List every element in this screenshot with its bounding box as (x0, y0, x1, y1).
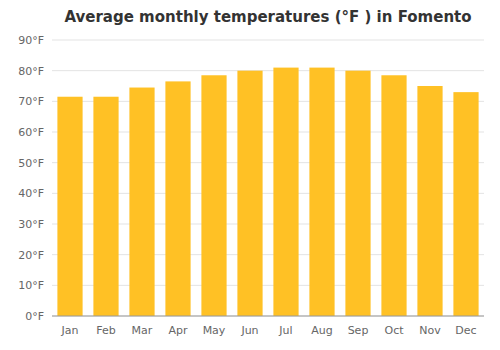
x-tick-label: Nov (419, 324, 441, 337)
bars (57, 68, 478, 316)
x-tick-label: Apr (168, 324, 188, 337)
bar (453, 92, 478, 316)
y-tick-label: 50°F (18, 157, 44, 170)
x-tick-label: Mar (132, 324, 153, 337)
title: Average monthly temperatures (°F ) in Fo… (64, 8, 471, 26)
grid-line (52, 70, 484, 71)
x-tick-label: May (203, 324, 226, 337)
y-tick-label: 80°F (18, 65, 44, 78)
y-tick-label: 90°F (18, 34, 44, 47)
bar (57, 97, 82, 316)
x-tick-label: Feb (96, 324, 115, 337)
y-tick-label: 10°F (18, 279, 44, 292)
grid-line (52, 40, 484, 41)
y-tick-label: 0°F (25, 310, 44, 323)
x-axis: Jan Feb Mar Apr May Jun Jul Aug Sep Oct Nov Dec (61, 324, 477, 337)
bar (129, 88, 154, 316)
x-tick-label: Jun (240, 324, 258, 337)
y-tick-label: 20°F (18, 249, 44, 262)
bar (273, 68, 298, 316)
grid (52, 40, 484, 316)
bar (345, 71, 370, 316)
x-tick-label: Dec (455, 324, 476, 337)
y-tick-label: 70°F (18, 95, 44, 108)
x-tick-label: Aug (311, 324, 332, 337)
x-tick-label: Jan (61, 324, 79, 337)
y-tick-label: 60°F (18, 126, 44, 139)
bar (165, 81, 190, 316)
bar (417, 86, 442, 316)
x-tick-label: Sep (348, 324, 369, 337)
y-tick-label: 30°F (18, 218, 44, 231)
bar (237, 71, 262, 316)
x-axis-line (52, 316, 484, 317)
x-tick-label: Jul (278, 324, 292, 337)
bar (309, 68, 334, 316)
y-axis: 0°F 10°F 20°F 30°F 40°F 50°F 60°F 70°F 80°F 90°F (18, 34, 44, 323)
bar (201, 75, 226, 316)
grid-line (52, 316, 484, 317)
x-tick-label: Oct (384, 324, 404, 337)
y-tick-label: 40°F (18, 187, 44, 200)
chart-container: Average monthly temperatures (°F ) in Fo… (0, 0, 500, 350)
chart: Average monthly temperatures (°F ) in Fo… (0, 0, 500, 350)
bar (93, 97, 118, 316)
bar (381, 75, 406, 316)
